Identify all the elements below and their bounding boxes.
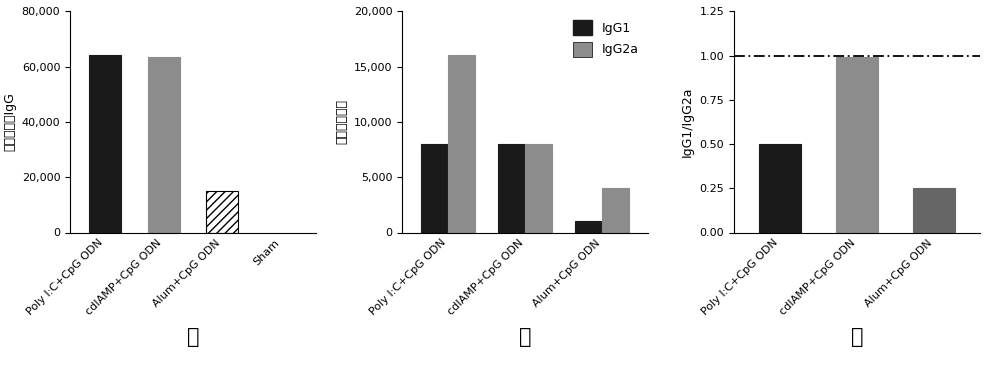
Text: 中: 中 [519, 327, 531, 346]
Y-axis label: IgG1/IgG2a: IgG1/IgG2a [681, 87, 694, 157]
Bar [148, 57, 180, 232]
Legend: IgG1, IgG2a: IgG1, IgG2a [568, 15, 644, 62]
Bar [575, 221, 602, 232]
Bar [89, 56, 121, 232]
Bar [759, 144, 801, 232]
Bar [913, 188, 955, 232]
Text: 左: 左 [187, 327, 199, 346]
Bar [525, 144, 552, 232]
Bar [421, 144, 448, 232]
Y-axis label: 总抗体满度IgG: 总抗体满度IgG [3, 93, 16, 151]
Bar [448, 56, 475, 232]
Y-axis label: 分裂抗体满度: 分裂抗体满度 [335, 99, 348, 144]
Bar [498, 144, 525, 232]
Text: 右: 右 [851, 327, 863, 346]
Bar [836, 57, 878, 232]
Bar [206, 191, 238, 232]
Bar [602, 188, 629, 232]
